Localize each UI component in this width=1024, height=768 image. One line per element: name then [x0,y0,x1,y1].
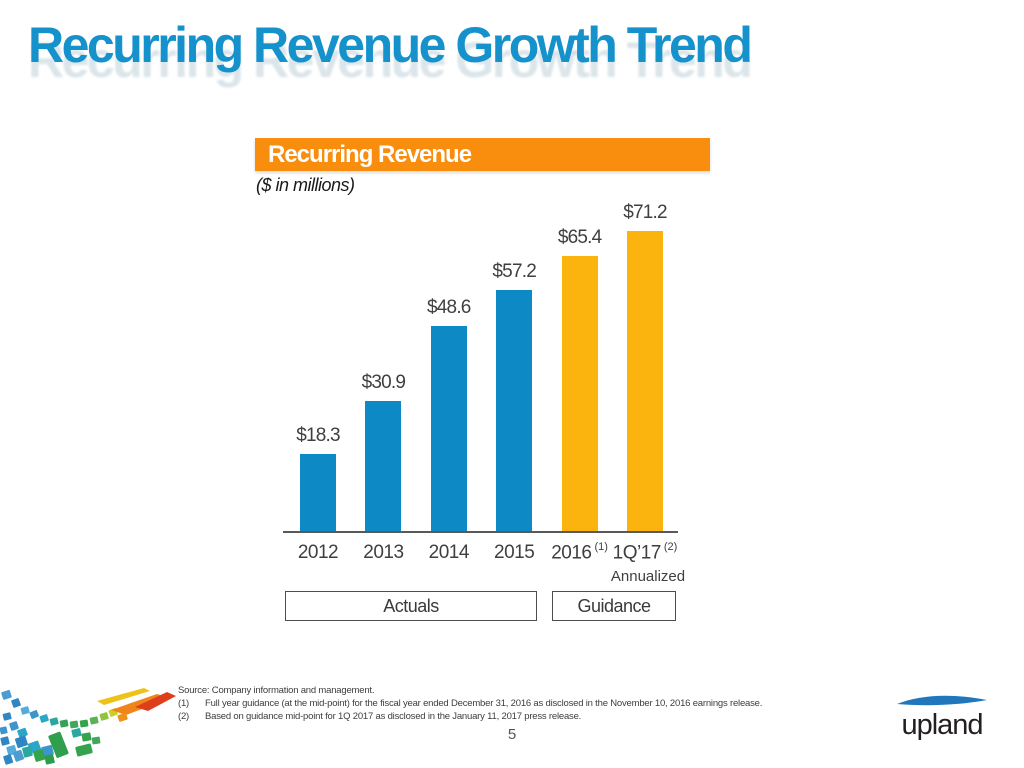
bar-2016 [561,256,598,531]
footnote-2-text: Based on guidance mid-point for 1Q 2017 … [205,710,582,722]
footnote-1: (1) Full year guidance (at the mid-point… [178,698,778,711]
chart-panel-title: Recurring Revenue [268,141,472,168]
chart-panel-header: Recurring Revenue [255,138,710,171]
legend-actuals-box: Actuals [285,591,537,621]
upland-logo: upland [892,693,992,740]
x-axis-label-2014: 2014 [428,542,470,563]
bar-2013 [365,401,402,531]
x-axis-label-1q17: 1Q’17 (2) [612,541,678,564]
bar-value-label-2016: $65.4 [557,227,602,248]
x-axis-label-2013: 2013 [363,542,404,563]
footnotes: (1) Full year guidance (at the mid-point… [178,698,778,723]
footnote-1-marker: (1) [178,698,190,709]
bar-chart-plot: $18.3 $30.9 $48.6 $57.2 $65.4 $71.2 [283,200,678,531]
page-number: 5 [507,726,517,743]
bar-value-label-2013: $30.9 [361,372,406,393]
x-axis-line [283,531,678,533]
x-axis-label-2015: 2015 [494,542,535,563]
x-axis-label-2016: 2016 (1) [551,541,608,564]
slide-title: Recurring Revenue Growth Trend [28,17,753,73]
upland-wordmark: upland [901,709,983,741]
upland-swoosh-icon [897,695,987,706]
bar-2015 [496,290,533,531]
x-axis-label-2012: 2012 [297,542,339,563]
bar-value-label-2012: $18.3 [296,425,340,446]
bar-1q17 [627,231,663,531]
annualized-note: Annualized [610,568,686,585]
legend-guidance-box: Guidance [552,591,676,621]
footnote-2: (2) Based on guidance mid-point for 1Q 2… [178,711,778,724]
bar-value-label-2014: $48.6 [427,297,471,318]
bar-value-label-1q17: $71.2 [623,202,667,223]
footnote-2-marker: (2) [178,710,190,722]
x-axis-labels: Annualized 2012 2013 2014 2015 2016 (1) 1Q’17(… [283,541,685,587]
bar-2012 [300,454,336,531]
bar-2014 [430,326,467,531]
bar-value-label-2015: $57.2 [492,261,536,282]
units-note: ($ in millions) [256,175,355,195]
footnote-1-text: Full year guidance (at the mid-point) fo… [205,698,763,709]
mosaic-tiles-decoration-icon [0,688,176,765]
footer-source: Source: Company information and manageme… [178,685,375,696]
